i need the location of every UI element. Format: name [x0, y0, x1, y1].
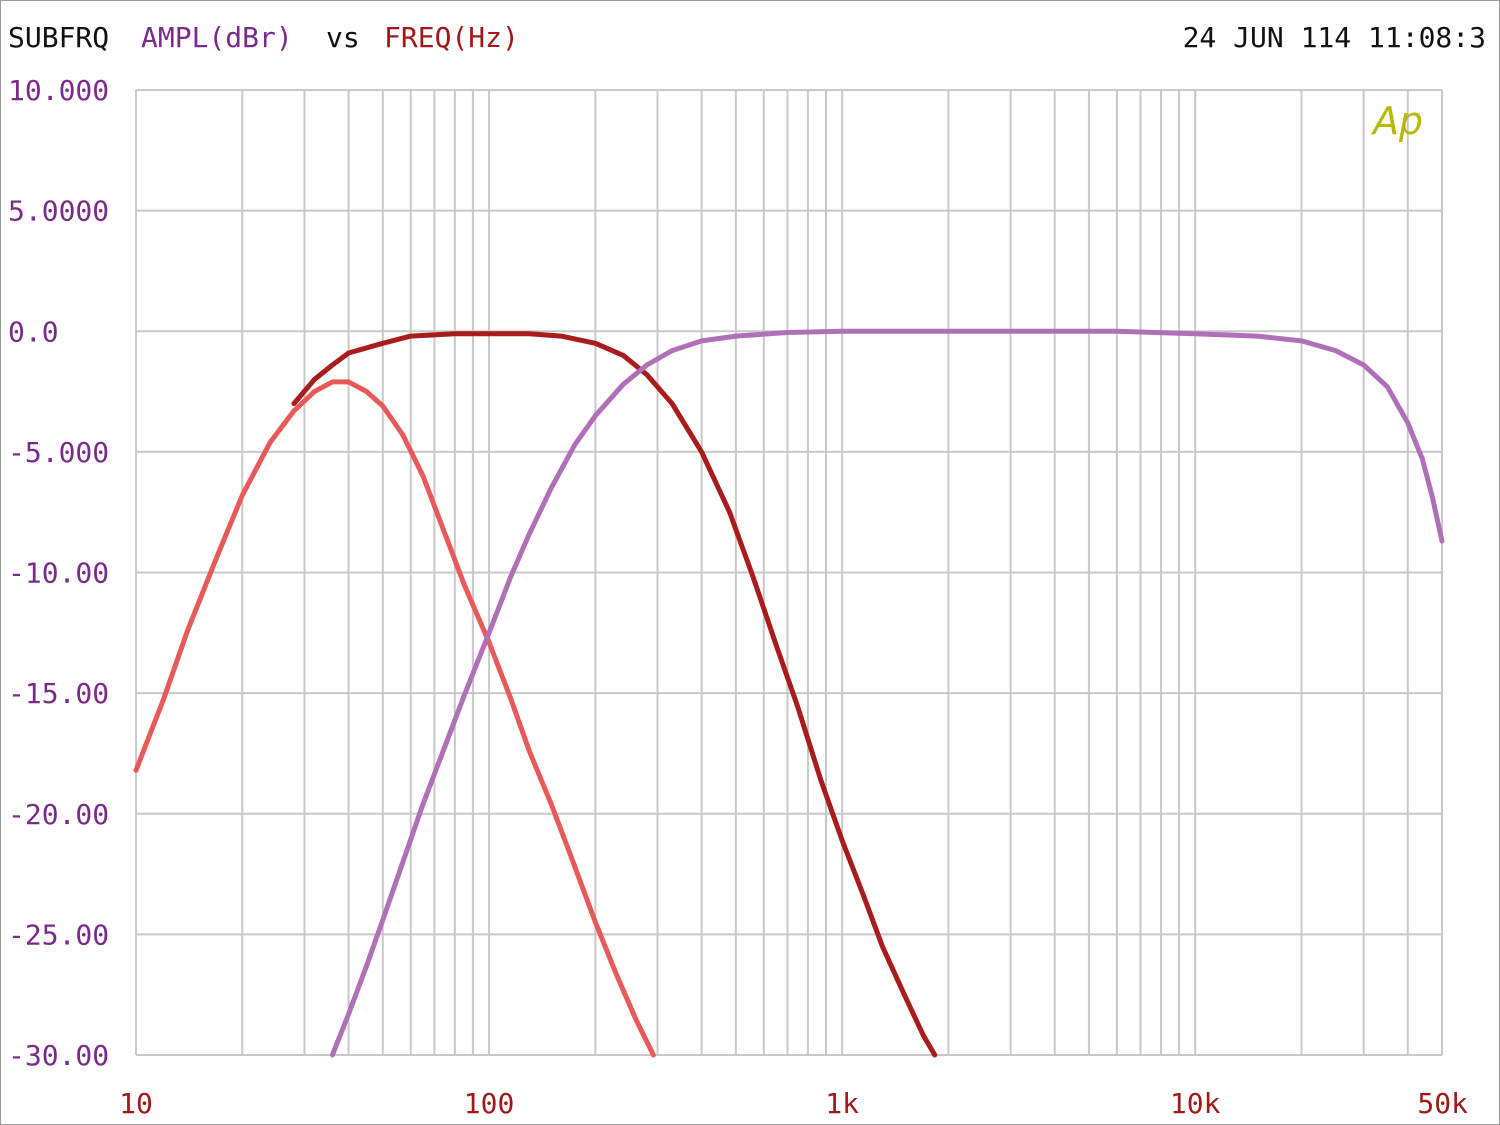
x-tick-labels: 10 100 1k 10k 50k [119, 1087, 1468, 1120]
header-timestamp: 24 JUN 114 11:08:3 [1183, 21, 1486, 54]
x-tick-label: 10 [119, 1087, 153, 1120]
y-tick-label: -5.000 [8, 436, 109, 469]
x-tick-label: 10k [1170, 1087, 1221, 1120]
y-tick-label: -20.00 [8, 798, 109, 831]
x-tick-label: 1k [825, 1087, 859, 1120]
x-tick-label: 50k [1417, 1087, 1468, 1120]
y-tick-label: -25.00 [8, 918, 109, 951]
series-line-3 [329, 328, 1445, 1058]
header-x-quantity: FREQ(Hz) [384, 21, 519, 54]
grid [135, 89, 1443, 1056]
y-tick-label: -10.00 [8, 557, 109, 590]
y-tick-label: 5.0000 [8, 195, 109, 228]
header-vs: vs [326, 21, 360, 54]
x-tick-label: 100 [464, 1087, 515, 1120]
y-tick-label: -30.00 [8, 1039, 109, 1072]
series-layer [133, 328, 1445, 1058]
series-line-1 [133, 379, 656, 1058]
y-tick-label: 10.000 [8, 74, 109, 107]
ap-logo: Ap [1370, 99, 1423, 143]
header-y-quantity: AMPL(dBr) [141, 21, 293, 54]
series-line-2 [291, 331, 938, 1058]
y-tick-label: -15.00 [8, 677, 109, 710]
header-prefix: SUBFRQ [8, 21, 109, 54]
y-tick-label: 0.0 [8, 315, 59, 348]
y-tick-labels: 10.000 5.0000 0.0 -5.000 -10.00 -15.00 -20.00 -… [8, 74, 109, 1072]
